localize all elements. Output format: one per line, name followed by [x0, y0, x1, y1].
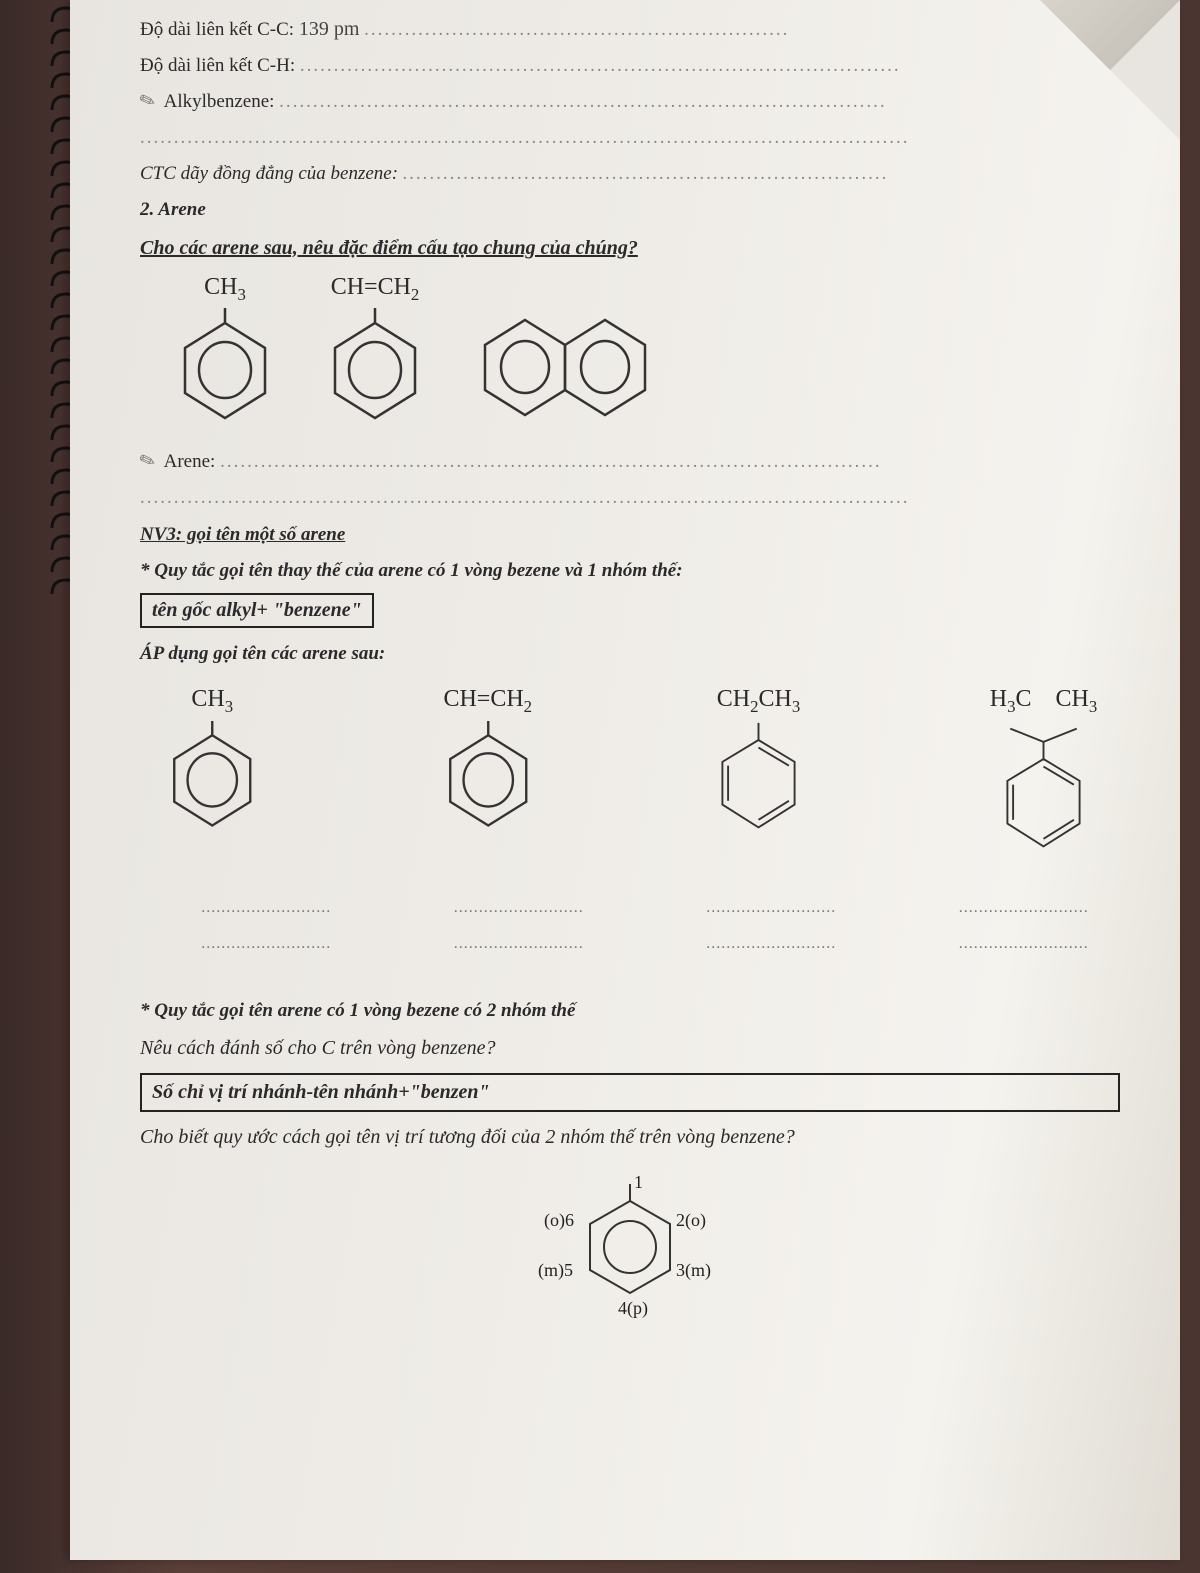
desk-background: Độ dài liên kết C-C: 139 pm ............…	[0, 0, 1200, 1573]
pos-1: 1	[634, 1176, 643, 1192]
nv3-heading: NV3: gọi tên một số arene	[140, 517, 1120, 553]
arene-label: Arene:	[164, 451, 220, 472]
blank-dotted-line: ........................................…	[140, 120, 1120, 156]
ch-bond-label: Độ dài liên kết C-H:	[140, 55, 300, 76]
answer-slot: ..........................	[170, 899, 363, 917]
dots: ........................................…	[279, 91, 887, 112]
molecule-substituent-label: CH2CH3	[717, 686, 800, 717]
molecule: CH3	[170, 274, 280, 435]
answer-slot: ..........................	[423, 935, 616, 953]
cc-bond-value: 139 pm	[299, 18, 360, 40]
cc-bond-line: Độ dài liên kết C-C: 139 pm ............…	[140, 10, 1120, 48]
molecule-substituent-label: CH=CH2	[331, 274, 420, 305]
ch-bond-line: Độ dài liên kết C-H: ...................…	[140, 48, 1120, 84]
pos-2: 2(o)	[676, 1210, 706, 1231]
alkylbenzene-line: ✎ Alkylbenzene: ........................…	[140, 84, 1120, 120]
benzene-ring	[320, 308, 430, 434]
answer-row-2: .......................... .............…	[170, 935, 1120, 953]
rule2-intro: * Quy tắc gọi tên arene có 1 vòng bezene…	[140, 993, 1120, 1029]
answer-slot: ..........................	[170, 935, 363, 953]
arene-answer-line: ✎ Arene: ...............................…	[140, 444, 1120, 480]
dots: ........................................…	[364, 19, 789, 40]
benzene-ring	[470, 305, 660, 431]
alkylbenzene-label: Alkylbenzene:	[164, 91, 280, 112]
molecule	[470, 274, 660, 431]
answer-slot: ..........................	[928, 935, 1121, 953]
pos-5: (m)5	[538, 1260, 573, 1281]
rule2-box: Số chỉ vị trí nhánh-tên nhánh+"benzen"	[140, 1073, 1120, 1112]
molecule: H3C CH3	[977, 686, 1110, 869]
pencil-icon: ✎	[134, 443, 161, 482]
dots: ........................................…	[300, 55, 901, 76]
rule2-question: Nêu cách đánh số cho C trên vòng benzene…	[140, 1029, 1120, 1067]
benzene-ring	[711, 721, 806, 851]
pos-6: (o)6	[544, 1210, 574, 1231]
dots: ........................................…	[403, 163, 889, 184]
molecule-substituent-label: CH3	[191, 686, 233, 717]
rule1-box-wrap: tên gốc alkyl+ "benzene"	[140, 593, 1120, 628]
pos-3: 3(m)	[676, 1260, 711, 1281]
pencil-icon: ✎	[134, 83, 161, 122]
cc-bond-label: Độ dài liên kết C-C:	[140, 19, 299, 40]
ctc-line: CTC dãy đồng đẳng của benzene: .........…	[140, 156, 1120, 192]
rule1-intro: * Quy tắc gọi tên thay thế của arene có …	[140, 553, 1120, 589]
molecule: CH3	[160, 686, 265, 869]
section-2-heading: 2. Arene	[140, 192, 1120, 228]
answer-slot: ..........................	[675, 935, 868, 953]
arene-prompt: Cho các arene sau, nêu đặc điểm cấu tạo …	[140, 237, 1120, 260]
answer-slot: ..........................	[928, 899, 1121, 917]
rule1-box: tên gốc alkyl+ "benzene"	[140, 593, 374, 628]
molecule-substituent-label: CH3	[204, 274, 246, 305]
answer-slot: ..........................	[675, 899, 868, 917]
arene-structures-row-1: CH3 CH=CH2	[170, 274, 1120, 435]
molecule-substituent-label: CH=CH2	[443, 686, 532, 717]
answer-row-1: .......................... .............…	[170, 899, 1120, 917]
molecule: CH=CH2	[320, 274, 430, 435]
benzene-ring	[160, 721, 265, 841]
dots: ........................................…	[220, 451, 882, 472]
rule2-q2: Cho biết quy ước cách gọi tên vị trí tươ…	[140, 1118, 1120, 1156]
blank-dotted-line: ........................................…	[140, 480, 1120, 516]
pos-4: 4(p)	[618, 1298, 648, 1319]
molecule: CH2CH3	[711, 686, 806, 869]
benzene-ring	[436, 721, 541, 841]
worksheet-page: Độ dài liên kết C-C: 139 pm ............…	[70, 0, 1180, 1560]
answer-slot: ..........................	[423, 899, 616, 917]
benzene-ring	[977, 721, 1110, 870]
apply-label: ÁP dụng gọi tên các arene sau:	[140, 636, 1120, 672]
molecule-substituent-label: H3C CH3	[990, 686, 1097, 717]
ctc-label: CTC dãy đồng đẳng của benzene:	[140, 163, 403, 184]
molecule: CH=CH2	[436, 686, 541, 869]
benzene-ring	[170, 308, 280, 434]
ortho-meta-para-diagram: 1 2(o) 3(m) 4(p) (m)5 (o)6	[520, 1176, 740, 1326]
arene-structures-row-2: CH3 CH=CH2 CH2CH3 H3C CH3	[160, 686, 1110, 869]
